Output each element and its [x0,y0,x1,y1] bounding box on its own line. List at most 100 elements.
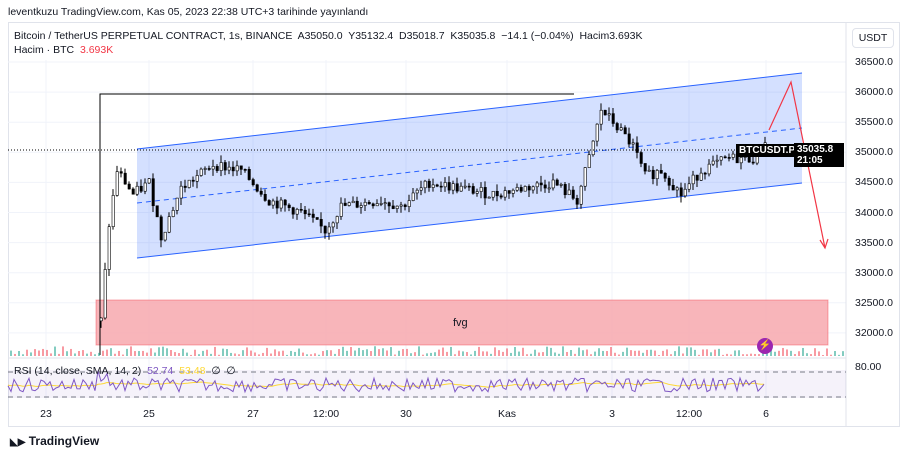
candle [503,190,507,198]
candle [423,180,427,189]
volume-bar [478,346,480,356]
volume-bar [674,351,676,356]
volume-bar [62,346,64,356]
volume-bar [486,351,488,356]
bar-countdown: 21:05 [797,155,823,166]
volume-bar [18,351,20,356]
candle [123,172,127,185]
symbol-title[interactable]: Bitcoin / TetherUS PERPETUAL CONTRACT, 1… [14,30,293,42]
candle [471,186,475,194]
lightning-icon[interactable]: ⚡ [757,338,773,354]
candle [99,317,103,322]
volume-bar [754,353,756,356]
volume-label[interactable]: Hacim · BTC [14,44,75,56]
volume-bar [706,349,708,356]
candle [587,154,591,168]
candle [179,185,183,199]
candle [459,185,463,192]
channel-upper [136,72,803,150]
volume-bar [206,349,208,356]
volume-bar [722,354,724,356]
candle [507,190,511,194]
rsi-upper-band: ∅ [211,365,221,377]
volume-bar [58,353,60,356]
candle [447,182,451,191]
volume-bar [826,348,828,356]
volume-bar [430,352,432,356]
volume-bar [334,353,336,356]
legend-row: Bitcoin / TetherUS PERPETUAL CONTRACT, 1… [14,30,643,42]
currency-button[interactable]: USDT [852,28,894,48]
volume-bar [814,348,816,356]
volume-bar [30,352,32,356]
candle [267,200,271,206]
fvg-label: fvg [453,317,468,329]
price-tick: 32000.0 [855,326,893,339]
volume-bar [710,352,712,356]
volume-bar [526,354,528,356]
chart-frame [8,22,900,427]
volume-bar [290,350,292,356]
candle [599,109,603,125]
volume-legend: Hacim · BTC 3.693K [14,44,113,56]
candle [139,185,143,192]
candle [135,185,139,195]
volume-bar [362,350,364,356]
rsi-line [7,370,765,394]
rsi-label[interactable]: RSI (14, close, SMA, 14, 2) [14,365,142,377]
candle [379,203,383,205]
volume-bar [294,351,296,356]
volume-bar [322,351,324,356]
volume-bar [14,353,16,356]
candle [687,183,691,190]
volume-bar [498,350,500,356]
volume-bar [666,349,668,356]
volume-bar [358,347,360,356]
candle [495,190,499,197]
volume-bar [738,350,740,356]
candle [539,182,543,186]
candle [563,184,567,196]
volume-bar [262,352,264,356]
volume-bar [658,354,660,356]
time-tick: 3 [609,408,615,420]
volume-bar [394,354,396,356]
candle [343,202,347,206]
candle [439,185,443,188]
candle [511,189,515,194]
time-tick: 23 [40,408,52,420]
volume-bar [782,347,784,356]
price-tick: 33000.0 [855,266,893,279]
candle [307,213,311,216]
candle [547,187,551,190]
tradingview-logo: ◣▶ TradingView [10,434,99,448]
volume-bar [598,348,600,356]
candle [287,204,291,208]
candle [639,152,643,164]
candle [603,109,607,116]
volume-bar [830,354,832,356]
volume-bar [126,348,128,356]
volume-bar [386,350,388,356]
candle [107,226,111,270]
volume-bar [42,348,44,356]
candle [119,171,123,174]
candle [483,187,487,199]
candle [247,169,251,180]
candle [243,169,247,171]
candle [419,187,423,191]
volume-bar [230,352,232,356]
volume-bar [638,350,640,356]
candle [283,199,287,206]
volume-bar [270,353,272,356]
candle [151,178,155,207]
volume-bar [210,353,212,356]
volume-bar [762,352,764,356]
candle [255,184,259,192]
candle [155,205,159,218]
candle [207,168,211,170]
volume-bar [122,354,124,356]
volume-bar [542,352,544,356]
candle [411,192,415,201]
